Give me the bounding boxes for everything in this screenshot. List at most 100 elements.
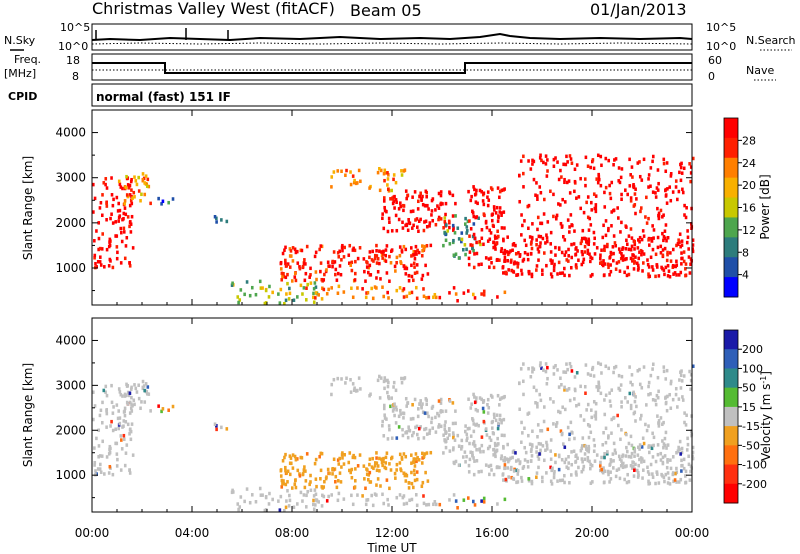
power-cell <box>633 192 637 196</box>
power-cell <box>674 179 678 183</box>
velocity-cell <box>419 425 422 429</box>
velocity-cell <box>687 454 690 459</box>
power-cell <box>97 221 101 225</box>
power-cell <box>115 195 119 200</box>
velocity-cell <box>512 477 516 481</box>
velocity-cell <box>335 485 339 490</box>
power-cell <box>640 206 643 210</box>
velocity-cell <box>405 501 409 506</box>
velocity-cell <box>105 393 109 398</box>
power-cell <box>484 256 488 260</box>
velocity-cell <box>479 450 482 454</box>
velocity-cell <box>392 380 396 385</box>
power-cell <box>379 168 383 173</box>
power-cell <box>389 197 392 201</box>
velocity-cell <box>118 421 122 426</box>
power-cell <box>620 251 623 256</box>
velocity-cell <box>632 390 635 395</box>
velocity-cell <box>628 365 631 369</box>
power-cell <box>519 159 523 163</box>
power-cell <box>393 264 397 269</box>
power-cell <box>452 286 456 290</box>
velocity-cell <box>515 480 518 485</box>
power-cell <box>425 194 429 199</box>
velocity-cell <box>475 459 479 463</box>
power-cell <box>641 250 644 254</box>
power-cell <box>629 247 633 252</box>
power-cell <box>515 273 518 277</box>
power-cell <box>682 259 686 264</box>
power-cell <box>286 262 290 266</box>
power-cell <box>503 187 506 191</box>
velocity-cell <box>657 481 661 485</box>
power-cell <box>480 228 484 232</box>
colorbar-tick-label: 20 <box>742 179 756 192</box>
power-cell <box>475 251 479 256</box>
velocity-cell <box>642 468 645 472</box>
power-cell <box>423 244 427 249</box>
power-cell <box>366 270 370 275</box>
power-cell <box>451 214 455 218</box>
power-cell <box>376 269 380 274</box>
power-cell <box>632 253 635 258</box>
power-cell <box>471 246 474 251</box>
velocity-cell <box>540 429 544 433</box>
velocity-cell <box>385 478 389 482</box>
power-cell <box>301 264 305 269</box>
velocity-cell <box>353 455 357 460</box>
power-cell <box>289 249 293 253</box>
power-cell <box>341 248 344 253</box>
velocity-cell <box>531 366 534 370</box>
velocity-cell <box>545 471 548 475</box>
velocity-cell <box>635 468 639 473</box>
power-cell <box>287 297 291 301</box>
velocity-cell <box>527 477 531 481</box>
velocity-cell <box>608 480 611 484</box>
velocity-cell <box>650 444 653 448</box>
velocity-cell <box>529 449 533 454</box>
velocity-cell <box>570 462 574 467</box>
velocity-cell <box>104 384 108 389</box>
noise-panel: N.Sky 10^5 10^0 10^5 10^0 N.Search <box>4 21 796 53</box>
velocity-cell <box>301 499 304 503</box>
velocity-cell <box>544 448 547 453</box>
colorbar-swatch <box>724 464 738 485</box>
power-cell <box>120 239 124 244</box>
x-tick-label: 16:00 <box>475 526 510 540</box>
power-cell <box>132 190 136 195</box>
power-cell <box>538 244 541 249</box>
cpid-panel: CPID normal (fast) 151 IF <box>8 83 693 107</box>
velocity-cell <box>111 472 115 477</box>
power-cell <box>303 278 307 283</box>
velocity-cell <box>146 385 150 389</box>
velocity-cell <box>659 416 663 420</box>
velocity-cell <box>680 458 683 463</box>
power-cell <box>405 294 409 299</box>
velocity-cell <box>353 485 357 489</box>
power-cell <box>651 190 655 194</box>
power-cell <box>386 229 390 234</box>
power-cell <box>367 265 371 270</box>
power-cell <box>105 247 109 252</box>
velocity-cell <box>302 468 306 473</box>
power-cell <box>482 293 486 297</box>
power-cell <box>502 271 505 275</box>
power-cell <box>122 216 125 221</box>
power-cell <box>557 260 561 265</box>
power-cell <box>437 217 440 222</box>
velocity-cell <box>98 454 102 458</box>
velocity-cell <box>590 415 594 420</box>
velocity-cell <box>395 495 399 500</box>
power-cell <box>415 296 419 301</box>
power-cell <box>248 293 252 298</box>
power-cell <box>588 252 591 256</box>
velocity-cell <box>563 385 566 390</box>
power-cell <box>437 191 441 196</box>
power-cell <box>647 265 651 269</box>
power-cell <box>538 185 542 189</box>
power-cell <box>656 206 659 211</box>
velocity-cell <box>679 373 683 378</box>
power-cell <box>410 263 413 268</box>
velocity-cell <box>425 432 429 436</box>
velocity-cell <box>421 451 424 456</box>
